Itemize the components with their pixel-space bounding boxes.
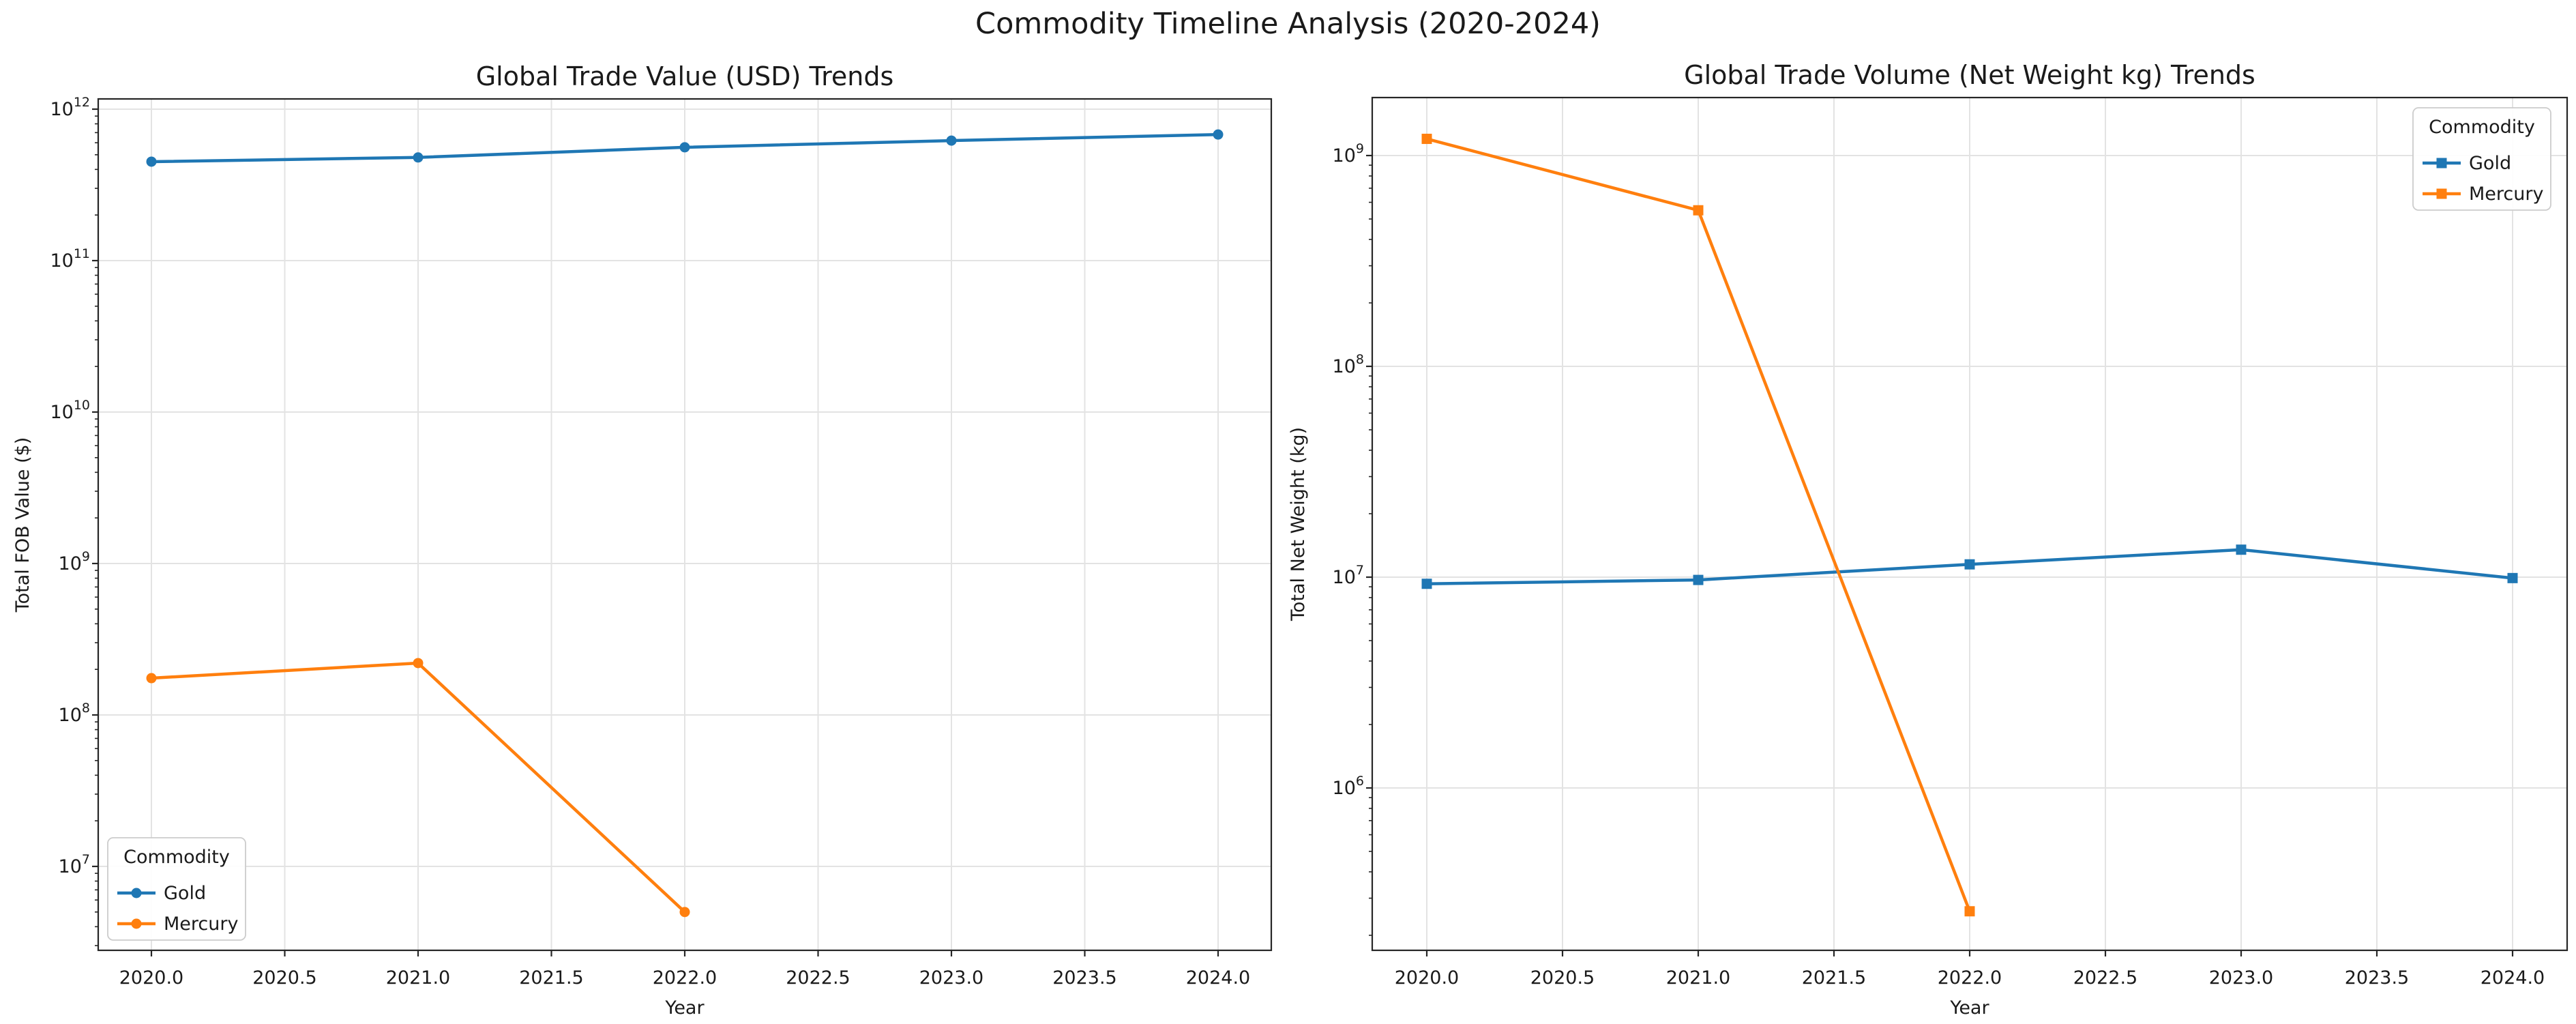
x-tick-label: 2021.0 bbox=[1666, 967, 1730, 989]
legend-sample-marker bbox=[131, 888, 142, 898]
legend-sample-marker bbox=[131, 918, 142, 929]
x-tick-label: 2024.0 bbox=[2481, 967, 2545, 989]
x-tick-label: 2023.5 bbox=[2345, 967, 2409, 989]
legend-entry-label: Gold bbox=[164, 883, 206, 904]
x-tick-label: 2022.0 bbox=[653, 967, 717, 989]
x-tick-label: 2021.5 bbox=[1802, 967, 1866, 989]
y-tick-label: 107 bbox=[1333, 563, 1364, 588]
y-tick-label: 107 bbox=[59, 852, 90, 877]
grid bbox=[98, 99, 1271, 950]
y-tick-label: 108 bbox=[1333, 352, 1364, 377]
data-point-marker bbox=[146, 156, 157, 167]
x-tick-label: 2020.0 bbox=[119, 967, 183, 989]
data-point-marker bbox=[1421, 579, 1432, 589]
chart-trade-volume: 2020.0 2020.5 2021.0 2021.5 2022.0 2022.5 2023… bbox=[1288, 60, 2568, 1019]
figure-suptitle: Commodity Timeline Analysis (2020-2024) bbox=[975, 7, 1601, 41]
y-axis: 106 107 108 109 bbox=[1333, 141, 1372, 936]
series-mercury bbox=[1421, 134, 1975, 917]
chart-title: Global Trade Value (USD) Trends bbox=[476, 61, 894, 91]
x-tick-label: 2020.0 bbox=[1395, 967, 1459, 989]
y-tick-label: 109 bbox=[1333, 141, 1364, 166]
series-gold bbox=[1421, 544, 2518, 589]
x-tick-label: 2020.5 bbox=[1530, 967, 1595, 989]
y-axis-label: Total FOB Value ($) bbox=[12, 437, 33, 613]
legend-entry-label: Mercury bbox=[2469, 184, 2543, 205]
grid bbox=[1372, 98, 2567, 950]
y-tick-label: 1011 bbox=[50, 246, 90, 272]
x-tick-label: 2023.5 bbox=[1052, 967, 1116, 989]
x-axis: 2020.0 2020.5 2021.0 2021.5 2022.0 2022.5 2023… bbox=[119, 950, 1250, 989]
y-tick-label: 108 bbox=[59, 701, 90, 726]
x-tick-label: 2022.5 bbox=[2073, 967, 2137, 989]
x-tick-label: 2021.5 bbox=[519, 967, 583, 989]
data-point-marker bbox=[1693, 574, 1704, 585]
y-axis-label: Total Net Weight (kg) bbox=[1288, 427, 1309, 621]
y-tick-label: 1012 bbox=[50, 95, 90, 120]
y-tick-label: 1010 bbox=[50, 398, 90, 423]
y-tick-label: 109 bbox=[59, 549, 90, 574]
chart-trade-value: 2020.0 2020.5 2021.0 2021.5 2022.0 2022.5 2023… bbox=[12, 61, 1273, 1019]
x-axis: 2020.0 2020.5 2021.0 2021.5 2022.0 2022.5 2023… bbox=[1395, 950, 2545, 989]
x-tick-label: 2022.0 bbox=[1938, 967, 2002, 989]
x-tick-label: 2020.5 bbox=[252, 967, 316, 989]
data-point-marker bbox=[679, 142, 690, 153]
data-point-marker bbox=[413, 658, 424, 669]
legend-entry-label: Mercury bbox=[164, 913, 238, 935]
series-gold bbox=[146, 129, 1224, 167]
legend: Commodity Gold Mercury bbox=[107, 837, 246, 941]
data-point-marker bbox=[1693, 205, 1704, 216]
data-point-marker bbox=[2236, 544, 2247, 555]
legend-sample-marker bbox=[2436, 158, 2447, 169]
y-tick-label: 106 bbox=[1333, 774, 1364, 799]
x-tick-label: 2024.0 bbox=[1186, 967, 1250, 989]
y-axis: 107 108 109 1010 1011 1012 bbox=[50, 95, 98, 946]
data-point-marker bbox=[1213, 129, 1224, 140]
legend-box bbox=[107, 837, 246, 941]
data-point-marker bbox=[2507, 572, 2518, 583]
data-point-marker bbox=[1421, 134, 1432, 145]
legend: Commodity Gold Mercury bbox=[2412, 107, 2551, 211]
x-axis-label: Year bbox=[664, 997, 705, 1019]
legend-entry-label: Gold bbox=[2469, 153, 2511, 174]
data-point-marker bbox=[146, 673, 157, 684]
data-point-marker bbox=[413, 152, 424, 163]
data-point-marker bbox=[946, 135, 957, 146]
legend-box bbox=[2412, 107, 2551, 211]
x-tick-label: 2023.0 bbox=[2209, 967, 2273, 989]
legend-title: Commodity bbox=[2429, 117, 2535, 138]
legend-title: Commodity bbox=[123, 847, 230, 868]
data-point-marker bbox=[679, 907, 690, 918]
data-point-marker bbox=[1964, 559, 1975, 570]
x-tick-label: 2021.0 bbox=[386, 967, 450, 989]
x-tick-label: 2023.0 bbox=[919, 967, 983, 989]
x-axis-label: Year bbox=[1949, 997, 1989, 1019]
series-mercury bbox=[146, 658, 690, 918]
chart-title: Global Trade Volume (Net Weight kg) Tren… bbox=[1684, 60, 2255, 90]
data-point-marker bbox=[1964, 906, 1975, 917]
x-tick-label: 2022.5 bbox=[786, 967, 850, 989]
legend-sample-marker bbox=[2436, 188, 2447, 199]
